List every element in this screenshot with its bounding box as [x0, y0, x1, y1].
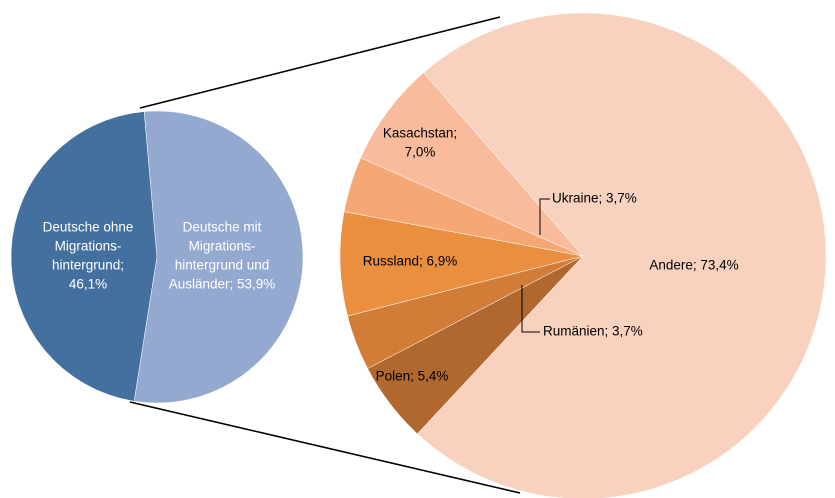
data-label: 7,0% [405, 145, 436, 160]
data-label: Deutsche ohne [43, 220, 134, 235]
data-label: Kasachstan; [383, 126, 457, 141]
data-label: hintergrund und [175, 258, 270, 273]
data-label: Polen; 5,4% [376, 369, 449, 384]
connector-line [129, 401, 521, 494]
data-label: Rumänien; 3,7% [543, 324, 643, 339]
connector-line [139, 16, 501, 109]
data-label: Ukraine; 3,7% [552, 191, 637, 206]
data-label: Migrations- [55, 239, 122, 254]
data-label: hintergrund; [52, 258, 124, 273]
data-label: Migrations- [189, 239, 256, 254]
pie-slice [416, 12, 827, 498]
leader-line [539, 198, 550, 235]
data-label: Andere; 73,4% [649, 258, 738, 273]
data-label: Ausländer; 53,9% [169, 277, 276, 292]
pie-slice [339, 211, 584, 317]
data-label: Deutsche mit [183, 220, 262, 235]
pie-slice [360, 72, 584, 257]
pie-slice [133, 110, 304, 404]
data-label: Russland; 6,9% [363, 254, 458, 269]
data-label: 46,1% [69, 277, 107, 292]
pie-slice [10, 111, 158, 402]
leader-line [521, 285, 540, 333]
